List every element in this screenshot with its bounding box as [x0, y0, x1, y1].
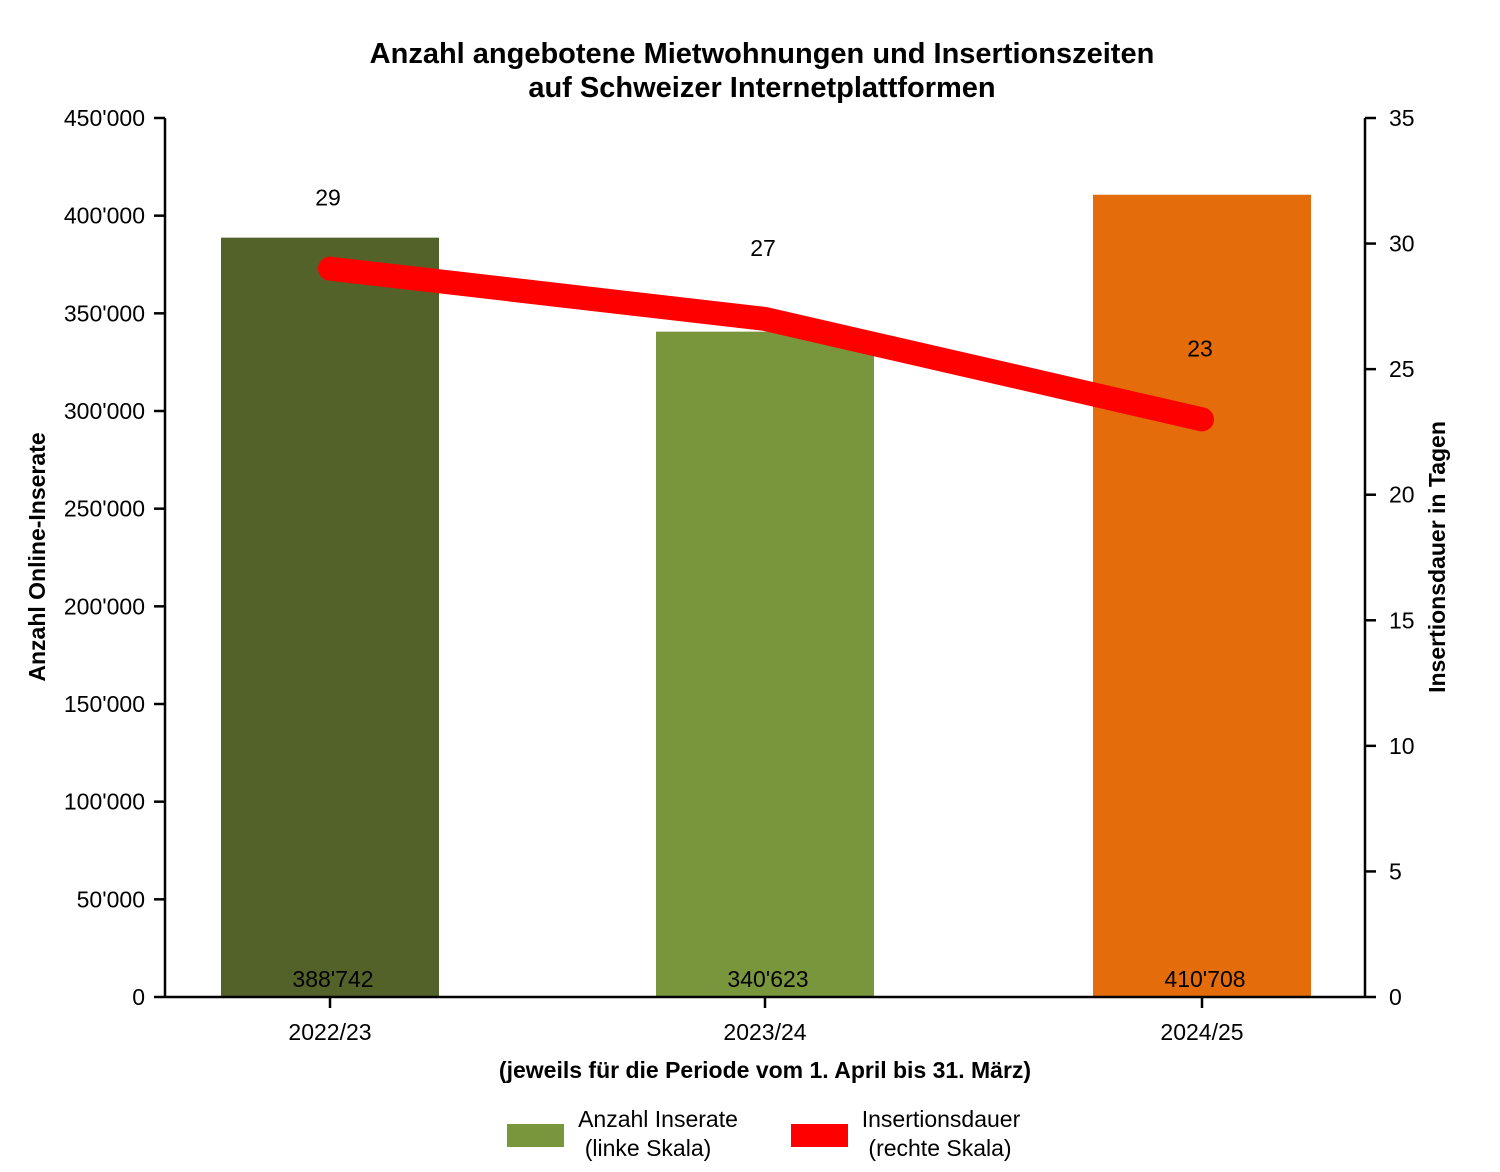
x-axis-title: (jeweils für die Periode vom 1. April bi… — [499, 1057, 1031, 1083]
line-value-label: 27 — [750, 235, 776, 261]
bar-value-label: 388'742 — [292, 966, 373, 992]
line-value-label: 29 — [315, 185, 341, 211]
chart-title-line1: Anzahl angebotene Mietwohnungen und Inse… — [370, 38, 1155, 70]
left-tick-label: 450'000 — [64, 105, 145, 131]
right-tick-label: 0 — [1389, 984, 1402, 1010]
left-tick-label: 300'000 — [64, 398, 145, 424]
bar-labels-group: 388'742 340'623 410'708 — [292, 966, 1245, 992]
bar-value-label: 410'708 — [1164, 966, 1245, 992]
y-axis-left-title: Anzahl Online-Inserate — [24, 432, 50, 681]
bar-2023-24 — [656, 331, 874, 997]
left-tick-label: 400'000 — [64, 203, 145, 229]
right-tick-label: 30 — [1389, 231, 1415, 257]
right-tick-label: 25 — [1389, 356, 1415, 382]
bar-2022-23 — [221, 237, 439, 997]
bar-value-label: 340'623 — [727, 966, 808, 992]
chart-title-line2: auf Schweizer Internetplattformen — [528, 72, 995, 104]
left-tick-label: 200'000 — [64, 593, 145, 619]
left-tick-label: 350'000 — [64, 300, 145, 326]
x-tick-label: 2024/25 — [1160, 1019, 1243, 1045]
right-axis-ticks: 0 5 10 15 20 25 30 35 — [1365, 105, 1415, 1010]
right-tick-label: 15 — [1389, 607, 1415, 633]
right-tick-label: 10 — [1389, 733, 1415, 759]
legend-label-line-line2: (rechte Skala) — [868, 1135, 1011, 1161]
line-point — [762, 315, 768, 322]
legend-label-bars-line2: (linke Skala) — [585, 1135, 712, 1161]
bar-2024-25 — [1093, 194, 1311, 997]
left-tick-label: 0 — [132, 984, 145, 1010]
right-tick-label: 20 — [1389, 482, 1415, 508]
line-point — [1199, 416, 1205, 423]
legend-swatch-line — [791, 1124, 848, 1147]
line-value-label: 23 — [1187, 335, 1213, 361]
left-tick-label: 150'000 — [64, 691, 145, 717]
right-tick-label: 5 — [1389, 858, 1402, 884]
left-tick-label: 50'000 — [77, 886, 145, 912]
left-tick-label: 100'000 — [64, 789, 145, 815]
left-tick-label: 250'000 — [64, 496, 145, 522]
legend-label-bars-line1: Anzahl Inserate — [578, 1106, 738, 1132]
x-tick-label: 2023/24 — [723, 1019, 806, 1045]
x-tick-label: 2022/23 — [288, 1019, 371, 1045]
legend-swatch-bars — [507, 1124, 564, 1147]
line-series-group — [318, 256, 1214, 432]
y-axis-right-title: Insertionsdauer in Tagen — [1424, 421, 1450, 693]
legend-label-line-line1: Insertionsdauer — [862, 1106, 1021, 1132]
x-axis-ticks: 2022/23 2023/24 2024/25 — [288, 997, 1244, 1045]
line-labels-group: 29 27 23 — [315, 185, 1213, 362]
right-tick-label: 35 — [1389, 105, 1415, 131]
line-point — [327, 265, 333, 272]
legend: Anzahl Inserate (linke Skala) Insertions… — [507, 1106, 1021, 1161]
left-axis-ticks: 0 50'000 100'000 150'000 200'000 250'000 300'0… — [64, 105, 165, 1010]
bars-group — [221, 194, 1311, 997]
